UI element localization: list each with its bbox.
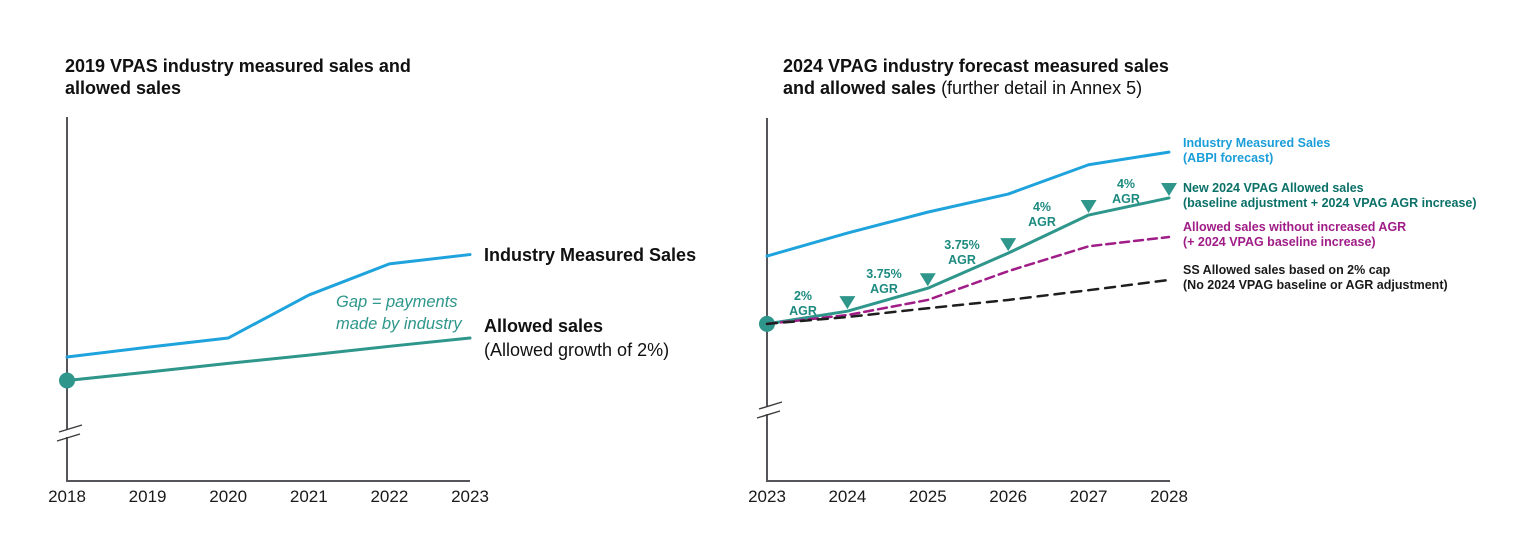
agr-annotation-2025: 3.75% AGR [866, 267, 901, 297]
agr-annotation-2024: 2% AGR [789, 289, 817, 319]
agr-rate: 3.75% [944, 238, 980, 252]
agr-rate: 4% [1116, 177, 1136, 191]
agr-suffix: AGR [1028, 215, 1056, 229]
right-chart-title-line1: 2024 VPAG industry forecast measured sal… [783, 56, 1169, 76]
left-x-tick-2021: 2021 [289, 487, 328, 506]
left-chart-title-line1: 2019 VPAS industry measured sales and [65, 56, 411, 76]
agr-suffix: AGR [789, 304, 817, 318]
legend-line: (ABPI forecast) [1183, 150, 1274, 165]
right-x-tick-2023: 2023 [748, 487, 786, 506]
right-chart-title: 2024 VPAG industry forecast measured sal… [783, 55, 1169, 99]
agr-marker-triangle-icon [1000, 238, 1017, 252]
measured-sales-label: Industry Measured Sales [484, 245, 697, 265]
legend-line: Industry Measured Sales [1183, 136, 1331, 150]
left-x-tick-2018: 2018 [48, 487, 86, 506]
right-chart-title-annex-note: (further detail in Annex 5) [936, 78, 1143, 98]
agr-marker-triangle-icon [1161, 182, 1177, 196]
agr-rate: 3.75% [866, 267, 902, 281]
right-x-tick-2024: 2024 [828, 487, 867, 506]
left-chart-title: 2019 VPAS industry measured sales and al… [65, 55, 411, 99]
legend-line: (+ 2024 VPAG baseline increase) [1183, 234, 1376, 249]
legend-line: (baseline adjustment + 2024 VPAG AGR inc… [1183, 195, 1477, 210]
right-chart-title-line2: and allowed sales (further detail in Ann… [783, 77, 1169, 99]
right-x-tick-2025: 2025 [908, 487, 947, 506]
legend-ss-allowed-cap: SS Allowed sales based on 2% cap (No 202… [1183, 263, 1448, 292]
left-x-tick-2020: 2020 [209, 487, 248, 506]
left-x-tick-2019: 2019 [128, 487, 167, 506]
allowed-sales-label: Allowed sales [484, 316, 604, 336]
agr-annotation-2028: 4% AGR [1112, 177, 1140, 207]
legend-allowed-no-agr: Allowed sales without increased AGR (+ 2… [1183, 220, 1406, 249]
agr-suffix: AGR [870, 282, 898, 296]
left-x-tick-2023: 2023 [451, 487, 489, 506]
agr-suffix: AGR [948, 253, 976, 267]
legend-line: New 2024 VPAG Allowed sales [1183, 181, 1364, 195]
agr-marker-triangle-icon [839, 296, 856, 310]
gap-annotation: Gap = payments made by industry [336, 291, 462, 335]
gap-annotation-line1: Gap = payments [336, 293, 458, 311]
right-chart-title-line2-bold: and allowed sales [783, 78, 937, 98]
agr-suffix: AGR [1112, 192, 1140, 206]
agr-marker-triangle-icon [1080, 200, 1097, 214]
right-x-tick-2026: 2026 [989, 487, 1028, 506]
right-x-tick-2028: 2028 [1150, 487, 1188, 506]
legend-new-vpag-allowed: New 2024 VPAG Allowed sales (baseline ad… [1183, 181, 1477, 210]
agr-rate: 2% [793, 289, 813, 303]
legend-measured-sales: Industry Measured Sales (ABPI forecast) [1183, 136, 1330, 165]
agr-annotation-2027: 4% AGR [1028, 200, 1056, 230]
allowed-growth-note: (Allowed growth of 2%) [484, 340, 670, 360]
gap-annotation-line2: made by industry [336, 315, 462, 333]
agr-rate: 4% [1032, 200, 1052, 214]
agr-annotation-2026: 3.75% AGR [944, 238, 979, 268]
left-x-tick-2022: 2022 [370, 487, 409, 506]
legend-line: SS Allowed sales based on 2% cap [1183, 263, 1391, 277]
legend-line: (No 2024 VPAG baseline or AGR adjustment… [1183, 277, 1448, 292]
right-x-tick-2027: 2027 [1069, 487, 1108, 506]
left-chart-title-line2: allowed sales [65, 78, 182, 98]
agr-marker-triangle-icon [919, 273, 936, 287]
legend-line: Allowed sales without increased AGR [1183, 220, 1407, 234]
